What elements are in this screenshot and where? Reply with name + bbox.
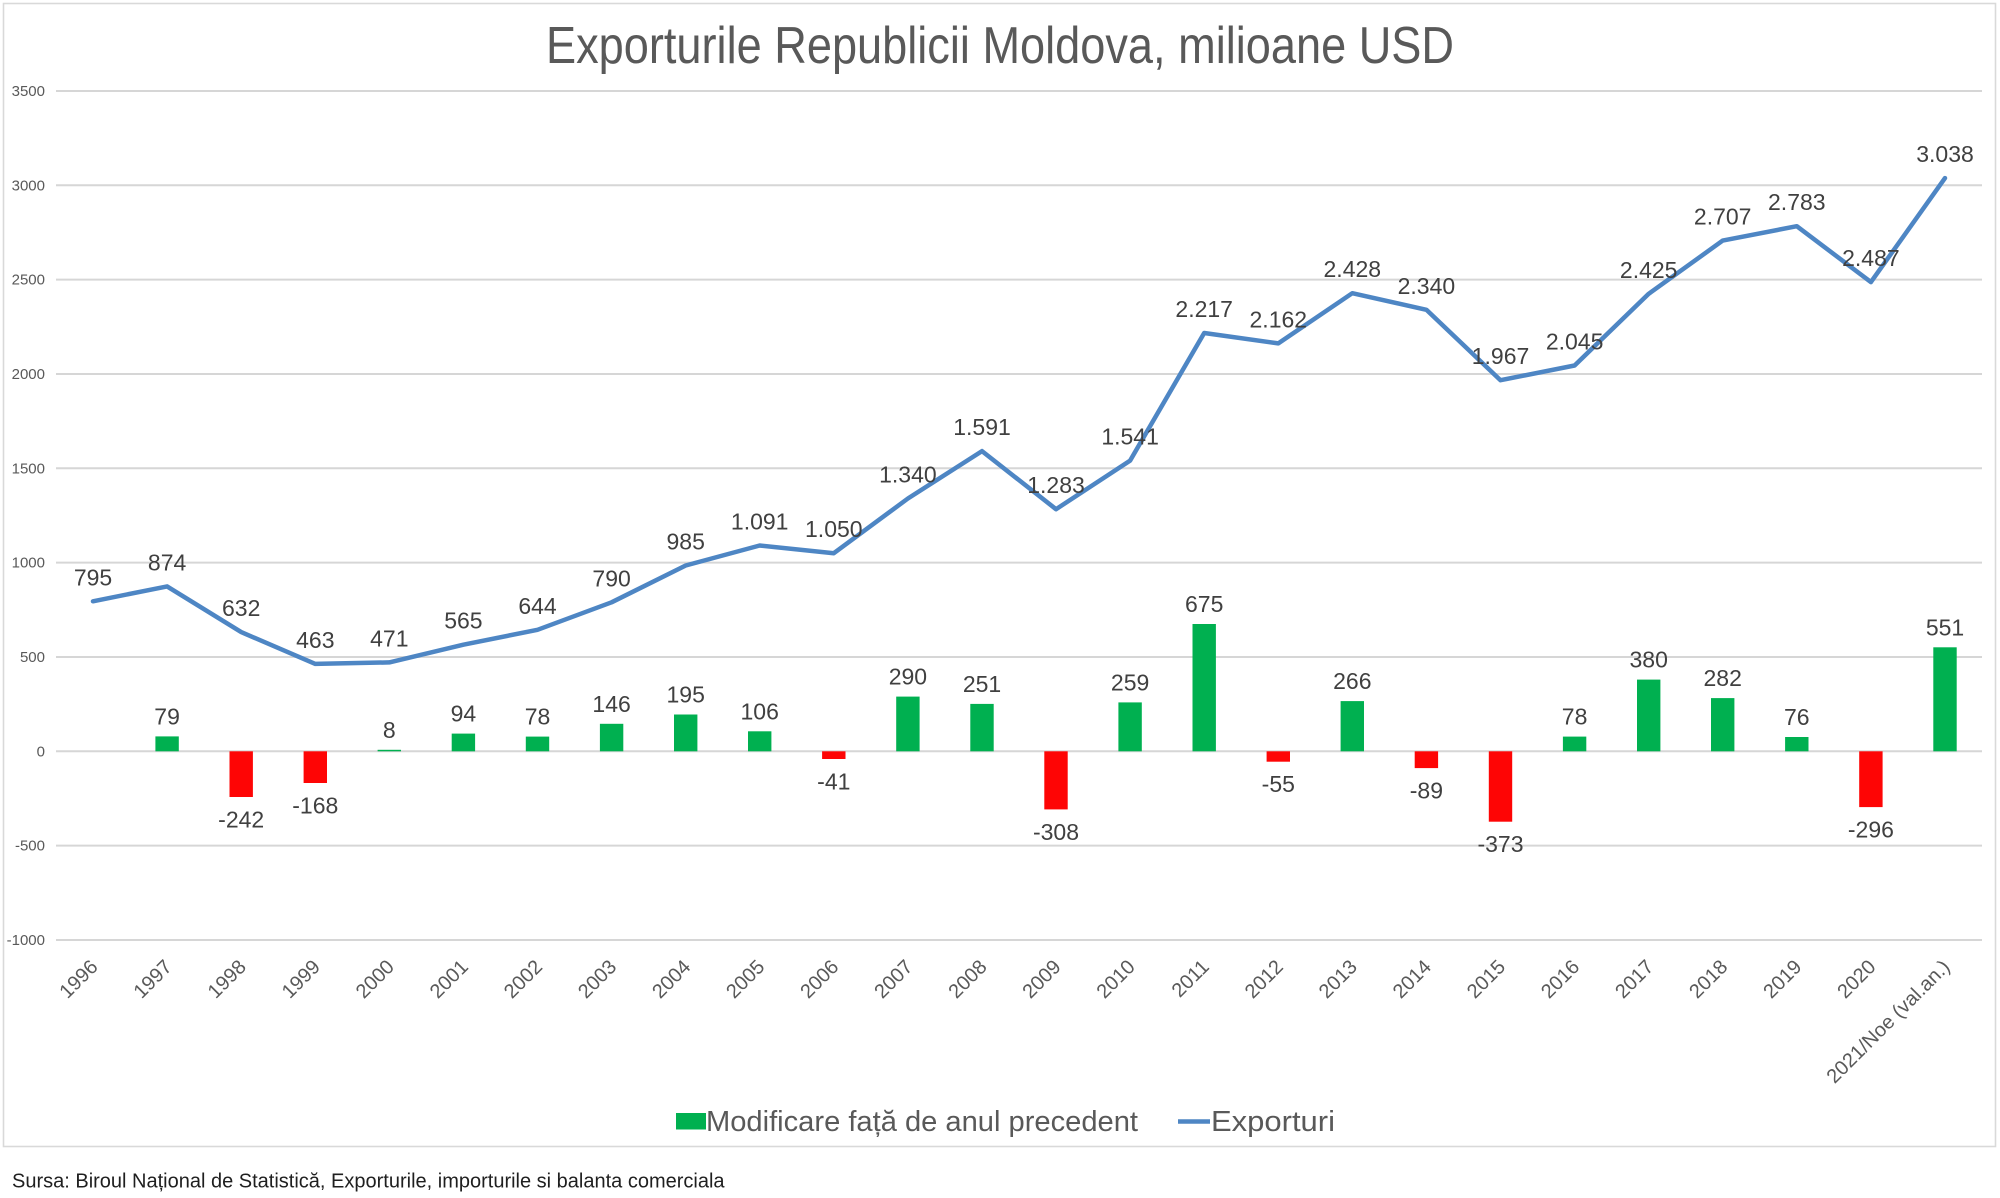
svg-text:8: 8	[383, 717, 396, 743]
svg-text:565: 565	[444, 608, 482, 634]
svg-text:1000: 1000	[12, 555, 45, 572]
svg-text:790: 790	[592, 565, 630, 591]
svg-text:1.050: 1.050	[805, 516, 863, 542]
svg-text:644: 644	[518, 593, 557, 619]
svg-text:2.425: 2.425	[1620, 257, 1678, 283]
svg-text:500: 500	[20, 649, 45, 666]
svg-text:-308: -308	[1033, 819, 1079, 845]
svg-text:79: 79	[154, 703, 180, 729]
svg-text:Exporturile Republicii Moldova: Exporturile Republicii Moldova, milioane…	[546, 17, 1454, 75]
svg-text:0: 0	[37, 743, 45, 760]
svg-text:195: 195	[667, 682, 705, 708]
svg-text:282: 282	[1704, 665, 1742, 691]
svg-text:-168: -168	[292, 793, 338, 819]
svg-text:2500: 2500	[12, 272, 45, 289]
svg-text:-55: -55	[1262, 771, 1295, 797]
svg-text:Sursa: Biroul Național de Stat: Sursa: Biroul Național de Statistică, Ex…	[12, 1171, 725, 1193]
svg-text:2.428: 2.428	[1324, 256, 1382, 282]
svg-text:675: 675	[1185, 591, 1223, 617]
svg-text:3500: 3500	[12, 83, 45, 100]
svg-text:251: 251	[963, 671, 1001, 697]
svg-text:2.783: 2.783	[1768, 189, 1826, 215]
svg-text:-41: -41	[817, 769, 850, 795]
svg-text:-89: -89	[1410, 778, 1443, 804]
svg-text:1.967: 1.967	[1472, 343, 1530, 369]
svg-text:2.340: 2.340	[1398, 273, 1456, 299]
svg-text:795: 795	[74, 564, 112, 590]
svg-text:94: 94	[451, 701, 477, 727]
svg-text:1.340: 1.340	[879, 462, 937, 488]
svg-text:Modificare față de anul preced: Modificare față de anul precedent	[706, 1106, 1138, 1138]
svg-text:78: 78	[1562, 704, 1588, 730]
svg-text:1500: 1500	[12, 460, 45, 477]
svg-text:874: 874	[148, 549, 187, 575]
svg-text:2.487: 2.487	[1842, 245, 1900, 271]
svg-text:2000: 2000	[12, 366, 45, 383]
svg-text:259: 259	[1111, 669, 1149, 695]
svg-text:2.217: 2.217	[1175, 296, 1233, 322]
svg-text:3000: 3000	[12, 177, 45, 194]
svg-text:1.541: 1.541	[1101, 424, 1159, 450]
svg-text:380: 380	[1630, 647, 1668, 673]
svg-text:551: 551	[1926, 614, 1964, 640]
svg-text:146: 146	[592, 691, 630, 717]
svg-text:1.591: 1.591	[953, 414, 1011, 440]
svg-text:290: 290	[889, 664, 927, 690]
svg-text:985: 985	[667, 529, 705, 555]
svg-text:Exporturi: Exporturi	[1211, 1106, 1335, 1138]
svg-text:76: 76	[1784, 704, 1810, 730]
svg-text:-296: -296	[1848, 817, 1894, 843]
svg-text:471: 471	[370, 625, 408, 651]
svg-text:78: 78	[525, 704, 551, 730]
svg-text:632: 632	[222, 595, 260, 621]
svg-text:-373: -373	[1477, 831, 1523, 857]
svg-text:3.038: 3.038	[1916, 141, 1974, 167]
svg-text:266: 266	[1333, 668, 1371, 694]
svg-text:1.091: 1.091	[731, 509, 789, 535]
svg-text:2.707: 2.707	[1694, 204, 1752, 230]
svg-text:-242: -242	[218, 807, 264, 833]
svg-text:-500: -500	[15, 838, 45, 855]
svg-text:1.283: 1.283	[1027, 472, 1085, 498]
svg-text:-1000: -1000	[7, 932, 45, 949]
svg-text:2.162: 2.162	[1250, 306, 1308, 332]
svg-text:106: 106	[741, 698, 779, 724]
svg-text:463: 463	[296, 627, 334, 653]
svg-text:2.045: 2.045	[1546, 329, 1604, 355]
